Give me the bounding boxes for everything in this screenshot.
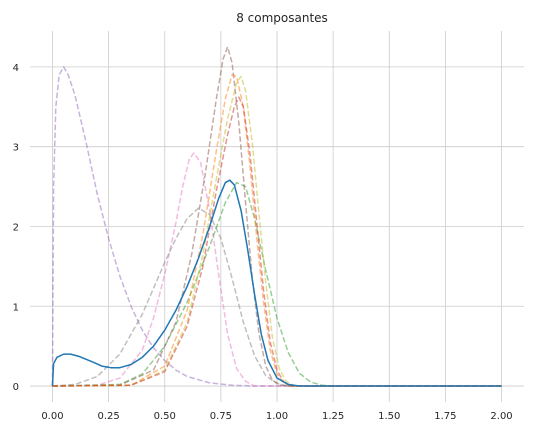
x-tick-label: 1.50 (378, 411, 400, 422)
y-tick-label: 0 (13, 382, 19, 393)
y-tick-label: 3 (13, 143, 19, 154)
component-curve-2 (52, 152, 502, 387)
y-tick-label: 2 (13, 222, 19, 233)
x-axis-ticks: 0.00 0.25 0.50 0.75 1.00 1.25 1.50 1.75 2.00 (41, 411, 512, 422)
y-axis-ticks: 0 1 2 3 4 (13, 63, 19, 393)
x-tick-label: 1.25 (322, 411, 344, 422)
component-curve-8 (52, 96, 502, 387)
x-tick-label: 0.75 (210, 411, 232, 422)
series-layer (51, 46, 502, 387)
component-curve-6 (52, 74, 502, 387)
x-tick-label: 1.75 (434, 411, 456, 422)
chart-title: 8 composantes (236, 11, 328, 25)
y-tick-label: 4 (13, 63, 19, 74)
y-tick-label: 1 (13, 302, 19, 313)
x-tick-label: 0.50 (154, 411, 176, 422)
x-tick-label: 0.00 (41, 411, 63, 422)
component-curve-4 (52, 181, 502, 387)
component-curve-7 (52, 75, 502, 387)
x-tick-label: 0.25 (97, 411, 119, 422)
x-tick-label: 1.00 (266, 411, 288, 422)
component-curve-5 (52, 46, 502, 387)
x-tick-label: 2.00 (490, 411, 512, 422)
component-curve-3 (52, 207, 502, 387)
component-curve-1 (51, 66, 502, 387)
mixture-curve (51, 179, 502, 387)
